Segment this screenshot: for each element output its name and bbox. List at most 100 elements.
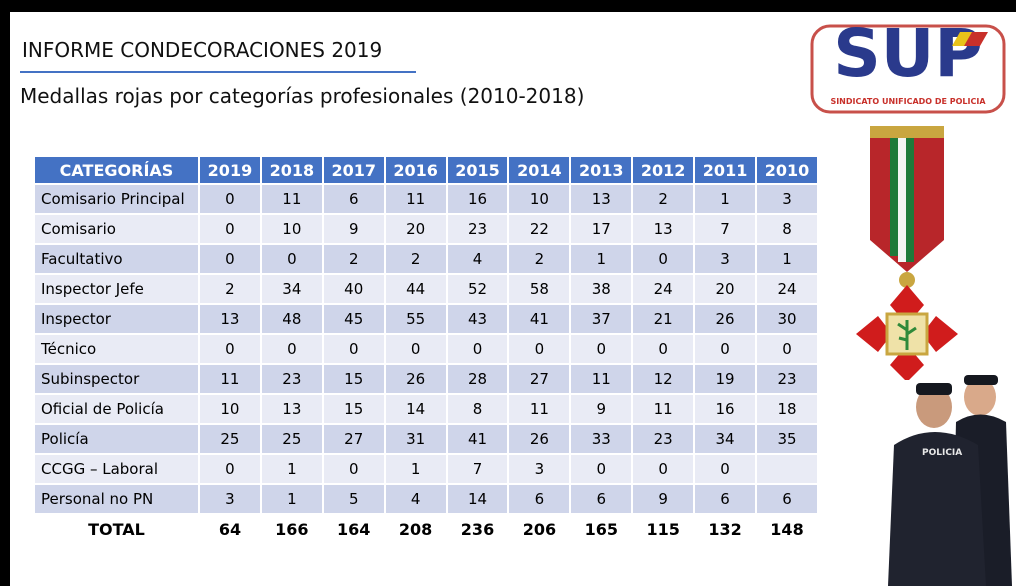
- cell: 31: [383, 423, 448, 455]
- officer-cap: [964, 375, 998, 385]
- cross-arm: [856, 316, 892, 352]
- cell: 16: [693, 393, 758, 425]
- logo: SUP SINDICATO UNIFICADO DE POLICIA: [810, 24, 1006, 114]
- jacket-label: POLICIA: [922, 448, 962, 458]
- cell: 11: [631, 393, 696, 425]
- cell: 27: [507, 363, 572, 395]
- cell: 6: [321, 183, 386, 215]
- police-photo: POLICIA: [888, 375, 1012, 586]
- officer-cap: [916, 383, 952, 395]
- cell: 22: [507, 213, 572, 245]
- cell: 6: [755, 483, 819, 515]
- cell: 58: [507, 273, 572, 305]
- cell: 13: [569, 183, 634, 215]
- ribbon-stripe: [890, 138, 898, 256]
- cell: 26: [383, 363, 448, 395]
- cell: 10: [259, 213, 324, 245]
- cell: 16: [445, 183, 510, 215]
- cell: 45: [321, 303, 386, 335]
- column-header: 2013: [569, 155, 634, 185]
- row-label: Policía: [33, 423, 200, 455]
- cross-emblem: [897, 320, 917, 350]
- row-label: Personal no PN: [33, 483, 200, 515]
- cell: 2: [321, 243, 386, 275]
- subtitle: Medallas rojas por categorías profesiona…: [20, 84, 585, 108]
- cell: 0: [198, 333, 262, 365]
- cell: 6: [507, 483, 572, 515]
- cell: 0: [507, 333, 572, 365]
- cell: 14: [383, 393, 448, 425]
- cell: 23: [259, 363, 324, 395]
- cell: 0: [259, 243, 324, 275]
- row-label: Comisario: [33, 213, 200, 245]
- row-label: Oficial de Policía: [33, 393, 200, 425]
- cell: 21: [631, 303, 696, 335]
- row-label: TOTAL: [33, 513, 200, 545]
- cell: 2: [383, 243, 448, 275]
- cell: 0: [693, 333, 758, 365]
- cell: 0: [383, 333, 448, 365]
- cell: 8: [445, 393, 510, 425]
- cell: 18: [755, 393, 819, 425]
- cell: 0: [198, 183, 262, 215]
- logo-letters: SUP: [833, 24, 983, 92]
- total-cell: 166: [259, 513, 324, 545]
- cell: 3: [198, 483, 262, 515]
- row-label: Inspector Jefe: [33, 273, 200, 305]
- cell: 1: [693, 183, 758, 215]
- cell: 10: [507, 183, 572, 215]
- cell: 17: [569, 213, 634, 245]
- cell: 20: [383, 213, 448, 245]
- cell: 34: [259, 273, 324, 305]
- column-header: 2018: [259, 155, 324, 185]
- cell: 2: [631, 183, 696, 215]
- cell: 6: [569, 483, 634, 515]
- row-label: Facultativo: [33, 243, 200, 275]
- cell: 0: [321, 333, 386, 365]
- slide: INFORME CONDECORACIONES 2019 Medallas ro…: [10, 12, 1016, 586]
- table-body: Comisario Principal 0 11 6 11 16 10 13 2 1 3 Comisa…: [33, 183, 819, 545]
- total-cell: 132: [693, 513, 758, 545]
- row-label: Comisario Principal: [33, 183, 200, 215]
- medal-ring: [899, 272, 915, 288]
- cell: 5: [321, 483, 386, 515]
- cell: 19: [693, 363, 758, 395]
- logo-caption: SINDICATO UNIFICADO DE POLICIA: [830, 97, 986, 106]
- cell: 11: [198, 363, 262, 395]
- logo-frame: [810, 24, 1006, 114]
- column-header: 2014: [507, 155, 572, 185]
- officer-head: [964, 378, 996, 416]
- cell: 14: [445, 483, 510, 515]
- cell: 6: [693, 483, 758, 515]
- column-header: 2016: [383, 155, 448, 185]
- column-header: 2017: [321, 155, 386, 185]
- table-row: Facultativo 0 0 2 2 4 2 1 0 3 1: [33, 243, 819, 275]
- cell: 25: [198, 423, 262, 455]
- cell: 0: [631, 243, 696, 275]
- total-row: TOTAL 64 166 164 208 236 206 165 115 132 148: [33, 513, 819, 545]
- column-header: 2012: [631, 155, 696, 185]
- cell: 27: [321, 423, 386, 455]
- cell: 26: [507, 423, 572, 455]
- table-row: Técnico 0 0 0 0 0 0 0 0 0 0: [33, 333, 819, 365]
- cell: 11: [259, 183, 324, 215]
- row-label: Técnico: [33, 333, 200, 365]
- cell: 10: [198, 393, 262, 425]
- cell: 3: [693, 243, 758, 275]
- cell: 7: [693, 213, 758, 245]
- cell: 23: [755, 363, 819, 395]
- cell: 43: [445, 303, 510, 335]
- cell: 3: [507, 453, 572, 485]
- cell: 44: [383, 273, 448, 305]
- cell: 9: [569, 393, 634, 425]
- cell: 1: [569, 243, 634, 275]
- cell: 11: [569, 363, 634, 395]
- cell: 33: [569, 423, 634, 455]
- cross-arm: [890, 345, 924, 380]
- cell: 34: [693, 423, 758, 455]
- cell: 12: [631, 363, 696, 395]
- column-header: 2019: [198, 155, 262, 185]
- cell: 0: [198, 453, 262, 485]
- medal-bar: [870, 126, 944, 138]
